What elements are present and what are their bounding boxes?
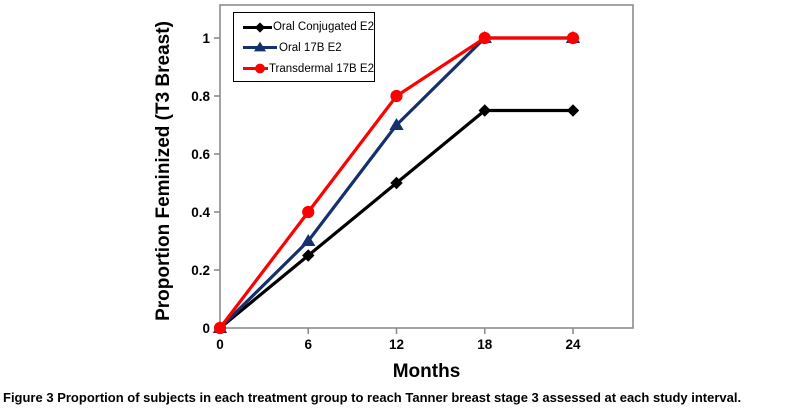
triangle-marker-icon (301, 234, 316, 246)
x-tick-label: 6 (304, 337, 312, 352)
legend-label: Oral 17B E2 (279, 41, 342, 54)
circle-marker-icon (478, 31, 491, 45)
diamond-marker-icon (566, 104, 580, 117)
diamond-marker-icon (254, 22, 266, 33)
figure-caption-text: Proportion of subjects in each treatment… (57, 390, 742, 405)
diamond-marker-icon (478, 104, 491, 117)
legend-marker-diamond-icon (243, 22, 272, 33)
legend-label: Oral Conjugated E2 (272, 21, 374, 34)
triangle-marker-icon (389, 118, 404, 130)
y-axis-title: Proportion Feminized (T3 Breast) (153, 21, 174, 321)
chart-plot: 0 0.2 0.4 0.6 0.8 1 0 6 12 18 24 (191, 4, 634, 352)
series-line-oral-conjugated-e2 (218, 108, 575, 330)
legend-marker-circle-icon (243, 63, 268, 74)
circle-marker-icon (566, 31, 580, 45)
y-tick-label: 1 (202, 31, 210, 46)
figure-caption-label: Figure 3 (3, 390, 54, 405)
circle-marker-icon (213, 321, 227, 335)
circle-marker-icon (255, 63, 265, 74)
y-tick-label: 0.4 (191, 205, 210, 220)
y-tick-label: 0.8 (191, 89, 210, 104)
legend-item-oral-conjugated-e2: Oral Conjugated E2 (242, 21, 374, 34)
legend-marker-triangle-icon (243, 42, 277, 52)
triangle-marker-icon (253, 42, 267, 52)
legend-item-transdermal-17b-e2: Transdermal 17B E2 (242, 62, 374, 75)
x-tick-label: 24 (565, 337, 581, 352)
x-tick-label: 0 (216, 337, 224, 352)
x-tick-label: 12 (389, 337, 404, 352)
circle-marker-icon (390, 89, 403, 103)
diamond-marker-icon (390, 176, 403, 190)
y-tick-label: 0 (202, 321, 210, 336)
chart-legend: Oral Conjugated E2 Oral 17B E2 Transderm… (233, 12, 375, 82)
x-tick-label: 18 (477, 337, 493, 352)
x-axis-title: Months (392, 361, 461, 382)
circle-marker-icon (302, 205, 315, 219)
y-tick-label: 0.6 (191, 147, 210, 162)
figure-caption: Figure 3 Proportion of subjects in each … (3, 390, 792, 405)
diamond-marker-icon (302, 249, 315, 262)
legend-label: Transdermal 17B E2 (268, 62, 374, 75)
legend-item-oral-17b-e2: Oral 17B E2 (242, 41, 374, 54)
plot-frame (219, 4, 634, 329)
y-tick-label: 0.2 (191, 263, 210, 278)
